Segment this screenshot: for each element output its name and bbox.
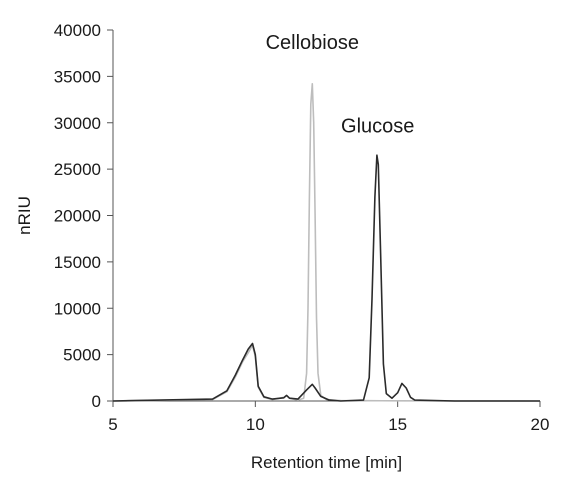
y-tick-label: 20000 <box>54 207 101 226</box>
y-tick-label: 5000 <box>63 346 101 365</box>
series-layer <box>112 83 541 402</box>
y-tick-label: 10000 <box>54 299 101 318</box>
y-axis-title: nRIU <box>15 196 34 235</box>
y-tick-label: 0 <box>92 392 101 411</box>
labels-layer: 0 5000 10000 15000 20000 25000 30000 35000 40000… <box>15 21 549 472</box>
y-tick-label: 15000 <box>54 253 101 272</box>
peak-annotation-1: Cellobiose <box>266 32 359 54</box>
axes-layer <box>107 29 541 407</box>
y-tick-label: 35000 <box>54 67 101 86</box>
x-tick-label: 15 <box>388 415 407 434</box>
y-tick-label: 30000 <box>54 114 101 133</box>
series-line-2 <box>112 154 540 402</box>
y-tick-label: 25000 <box>54 160 101 179</box>
x-tick-label: 20 <box>531 415 550 434</box>
y-tick-label: 40000 <box>54 21 101 40</box>
x-tick-label: 5 <box>108 415 117 434</box>
x-axis-title: Retention time [min] <box>251 453 402 472</box>
series-line-1 <box>112 83 541 402</box>
x-tick-label: 10 <box>246 415 265 434</box>
peak-annotation-2: Glucose <box>341 115 414 137</box>
